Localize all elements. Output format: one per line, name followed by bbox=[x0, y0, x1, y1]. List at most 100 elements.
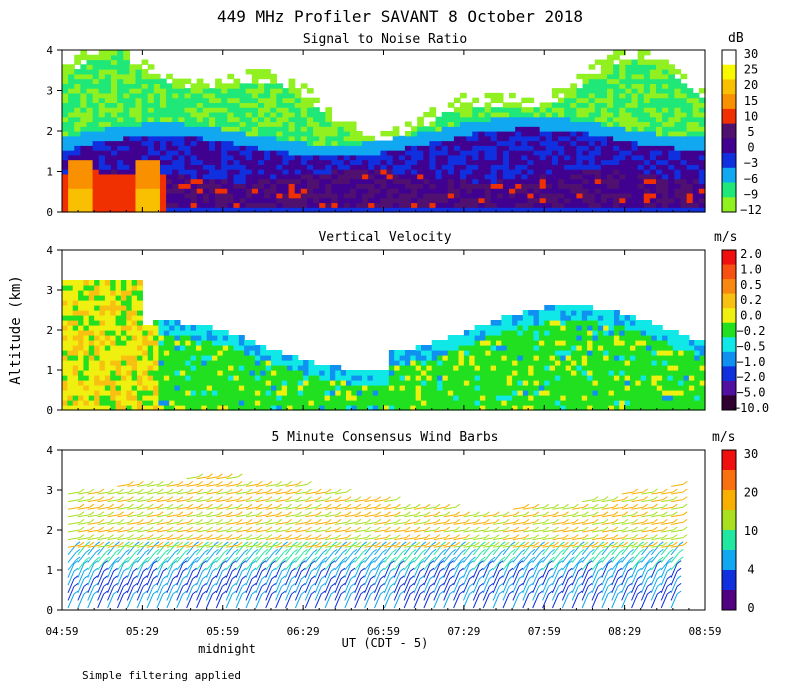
snr-cell bbox=[184, 164, 192, 170]
snr-cell bbox=[123, 131, 130, 137]
snr-cell bbox=[184, 159, 192, 165]
snr-cell bbox=[86, 169, 94, 175]
vv-cell bbox=[522, 310, 529, 316]
snr-cell bbox=[104, 126, 112, 132]
snr-cell bbox=[190, 140, 198, 146]
snr-cell bbox=[600, 202, 608, 208]
snr-cell bbox=[178, 97, 186, 104]
snr-cell bbox=[551, 197, 559, 204]
vv-cell bbox=[560, 395, 567, 401]
snr-cell bbox=[441, 207, 449, 213]
vv-cell bbox=[528, 385, 535, 391]
snr-cell bbox=[631, 135, 639, 142]
vv-cell bbox=[437, 405, 444, 411]
vv-cell bbox=[378, 380, 385, 386]
vv-cell bbox=[281, 385, 288, 391]
vv-cell bbox=[581, 395, 588, 401]
vv-cell bbox=[126, 370, 133, 376]
snr-cell bbox=[147, 73, 155, 80]
snr-cell bbox=[594, 97, 602, 104]
snr-cell bbox=[649, 126, 657, 132]
vv-cell bbox=[233, 385, 240, 391]
snr-cell bbox=[202, 126, 210, 132]
vv-cell bbox=[431, 385, 438, 391]
snr-cell bbox=[362, 188, 369, 194]
snr-cell bbox=[404, 145, 412, 151]
vv-cell bbox=[415, 395, 422, 401]
vv-cell bbox=[115, 375, 122, 381]
vv-cell bbox=[62, 320, 68, 326]
snr-cell bbox=[453, 97, 461, 104]
snr-cell bbox=[368, 183, 375, 189]
vv-cell bbox=[522, 325, 529, 331]
vv-cell bbox=[426, 350, 433, 356]
vv-cell bbox=[72, 290, 79, 296]
snr-cell bbox=[521, 131, 529, 137]
vv-cell bbox=[104, 360, 111, 366]
vv-cell bbox=[560, 400, 567, 406]
vv-cell bbox=[228, 390, 235, 396]
snr-cell bbox=[619, 126, 626, 132]
snr-cell bbox=[86, 107, 94, 113]
vv-cell bbox=[297, 395, 304, 401]
vv-cell bbox=[619, 330, 626, 336]
snr-cell bbox=[239, 145, 247, 151]
snr-cell bbox=[392, 188, 400, 194]
snr-cell bbox=[466, 169, 473, 175]
snr-cell bbox=[208, 111, 216, 118]
vv-cell bbox=[479, 340, 486, 346]
snr-cell bbox=[600, 135, 608, 142]
vv-cell bbox=[153, 320, 160, 326]
snr-cell bbox=[441, 188, 449, 194]
snr-cell bbox=[674, 135, 682, 142]
colorbar-swatch bbox=[722, 138, 736, 154]
vv-cell bbox=[94, 400, 101, 406]
snr-cell bbox=[147, 207, 155, 213]
vv-cell bbox=[667, 390, 674, 396]
snr-cell bbox=[98, 173, 106, 180]
snr-cell bbox=[441, 116, 449, 123]
snr-cell bbox=[227, 107, 235, 113]
vv-cell bbox=[506, 390, 513, 396]
snr-cell bbox=[509, 135, 516, 142]
snr-cell bbox=[417, 183, 424, 189]
vv-cell bbox=[142, 355, 149, 361]
snr-cell bbox=[196, 207, 204, 213]
vv-cell bbox=[581, 385, 588, 391]
vv-cell bbox=[646, 405, 653, 411]
snr-cell bbox=[423, 150, 431, 156]
snr-cell bbox=[98, 178, 106, 185]
vv-cell bbox=[678, 335, 685, 341]
vv-cell bbox=[72, 345, 79, 351]
vv-cell bbox=[506, 330, 513, 336]
wind-panel: 5 Minute Consensus Wind Barbs 0123404:59… bbox=[45, 430, 758, 638]
vv-cell bbox=[169, 385, 176, 391]
snr-cell bbox=[484, 107, 492, 113]
vv-cell bbox=[179, 390, 186, 396]
snr-cell bbox=[613, 202, 620, 208]
snr-cell bbox=[496, 150, 504, 156]
snr-cell bbox=[496, 192, 504, 199]
wind-barb bbox=[67, 563, 75, 578]
snr-cell bbox=[331, 188, 339, 194]
vv-cell bbox=[303, 375, 310, 381]
snr-cell bbox=[649, 69, 657, 75]
snr-cell bbox=[686, 178, 694, 185]
vv-cell bbox=[688, 375, 695, 381]
vv-cell bbox=[99, 320, 106, 326]
vv-cell bbox=[62, 330, 68, 336]
snr-cell bbox=[74, 73, 81, 80]
snr-cell bbox=[306, 159, 314, 165]
snr-cell bbox=[582, 178, 590, 185]
snr-cell bbox=[619, 131, 626, 137]
snr-cell bbox=[668, 197, 675, 204]
snr-cell bbox=[643, 207, 651, 213]
snr-cell bbox=[117, 178, 124, 185]
snr-cell bbox=[129, 73, 137, 80]
snr-cell bbox=[294, 173, 302, 180]
snr-cell bbox=[74, 88, 81, 94]
vv-cell bbox=[110, 310, 117, 316]
vv-cell bbox=[581, 355, 588, 361]
snr-cell bbox=[429, 192, 437, 199]
colorbar-frame bbox=[721, 49, 737, 213]
